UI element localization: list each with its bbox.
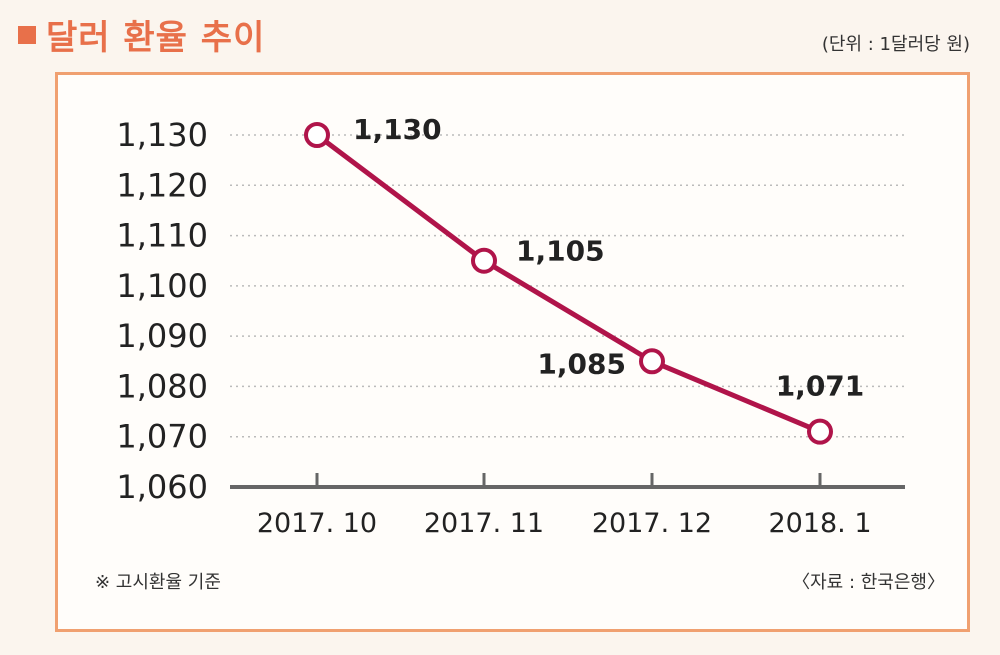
y-tick-label: 1,120 xyxy=(116,166,208,204)
x-tick-label: 2017. 12 xyxy=(592,508,712,539)
series-line xyxy=(315,133,821,434)
data-label: 1,071 xyxy=(776,370,865,403)
footnote: ※ 고시환율 기준 xyxy=(95,572,221,593)
data-point xyxy=(639,348,665,375)
y-tick-label: 1,090 xyxy=(116,317,208,355)
title-bullet-icon xyxy=(18,25,36,44)
y-tick-label: 1,110 xyxy=(116,217,208,255)
unit-label: (단위 : 1달러당 원) xyxy=(821,34,970,55)
x-tick-label: 2017. 10 xyxy=(257,508,377,539)
data-point xyxy=(807,418,833,445)
chart-title: 달러 환율 추이 xyxy=(18,10,265,59)
y-tick-label: 1,100 xyxy=(116,267,208,305)
y-tick-label: 1,060 xyxy=(116,468,208,506)
y-tick-label: 1,130 xyxy=(116,116,208,154)
y-tick-label: 1,080 xyxy=(116,367,208,405)
chart-panel xyxy=(55,72,970,632)
x-tick-label: 2018. 1 xyxy=(768,508,871,539)
y-tick-label: 1,070 xyxy=(116,418,208,456)
data-label: 1,085 xyxy=(537,347,626,380)
data-point xyxy=(471,247,497,274)
data-point xyxy=(304,122,330,148)
data-label: 1,105 xyxy=(516,235,605,268)
source-label: 〈자료 : 한국은행〉 xyxy=(792,572,945,593)
data-label: 1,130 xyxy=(353,113,442,146)
title-text: 달러 환율 추이 xyxy=(46,18,266,58)
x-tick-label: 2017. 11 xyxy=(424,508,544,539)
